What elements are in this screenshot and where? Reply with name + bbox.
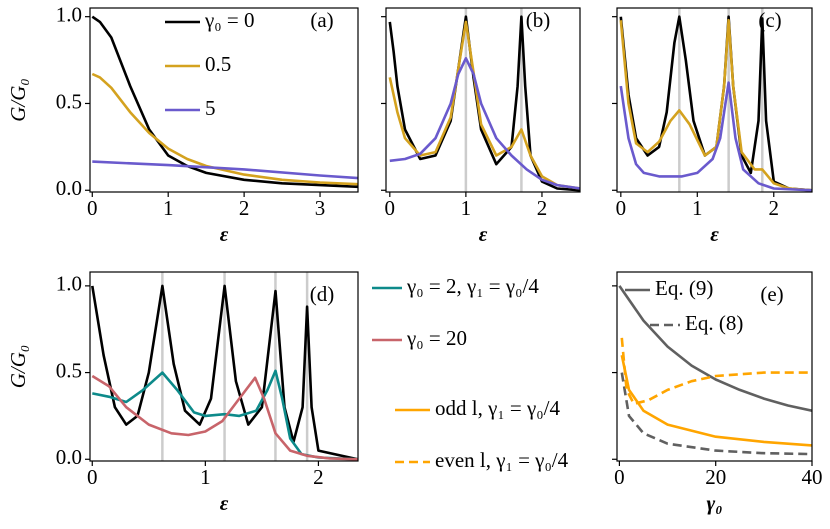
- panel-label: (c): [758, 8, 781, 32]
- x-tick-label: 0: [385, 196, 396, 220]
- x-tick-label: 2: [769, 196, 780, 220]
- line-series: [618, 285, 812, 412]
- legend-label: even l, γ₁ = γ₀/4: [435, 448, 569, 472]
- y-tick-label: 1.0: [56, 2, 82, 26]
- line-series: [91, 284, 358, 461]
- plot-frame: [89, 271, 359, 462]
- line-series: [92, 369, 358, 461]
- x-tick-label: 2: [313, 465, 324, 489]
- x-axis-label: ε: [710, 222, 719, 246]
- line-series: [91, 374, 358, 461]
- x-tick-label: 0: [616, 196, 627, 220]
- x-tick-label: 1: [163, 196, 174, 220]
- x-tick-label: 0: [614, 465, 625, 489]
- x-tick-label: 2: [537, 196, 548, 220]
- legend-label: γ₀ = 20: [406, 326, 467, 350]
- legend-label: 5: [205, 96, 216, 120]
- y-tick-label: 1.0: [56, 272, 82, 296]
- x-tick-label: 0: [87, 196, 98, 220]
- legend-label: γ₀ = 2, γ₁ = γ₀/4: [406, 274, 539, 298]
- plot-frame: [616, 7, 813, 193]
- panel-label: (a): [310, 8, 333, 32]
- line-series: [389, 57, 580, 190]
- line-series: [620, 354, 812, 447]
- legend-label: odd l, γ₁ = γ₀/4: [435, 396, 560, 420]
- plot-frame: [616, 271, 813, 462]
- line-series: [619, 18, 812, 192]
- y-tick-label: 0.5: [56, 89, 82, 113]
- line-series: [619, 15, 812, 192]
- x-axis-label: γ₀: [706, 491, 722, 515]
- x-tick-label: 40: [802, 465, 823, 489]
- line-series: [620, 372, 812, 456]
- y-axis-label: G/G₀: [6, 345, 30, 388]
- x-tick-label: 1: [461, 196, 472, 220]
- x-tick-label: 1: [200, 465, 211, 489]
- panel-label: (d): [310, 282, 335, 306]
- line-series: [388, 15, 580, 192]
- legend-label: 0.5: [205, 52, 231, 76]
- x-axis-label: ε: [479, 222, 488, 246]
- x-tick-label: 3: [315, 196, 326, 220]
- legend-label: Eq. (8): [685, 311, 743, 335]
- line-series: [92, 160, 358, 180]
- y-tick-label: 0.0: [56, 445, 82, 469]
- y-tick-label: 0.0: [56, 176, 82, 200]
- line-series: [91, 72, 358, 186]
- x-axis-label: ε: [220, 491, 229, 515]
- plot-frame: [89, 7, 359, 193]
- line-series: [388, 20, 580, 190]
- line-series: [619, 81, 812, 192]
- line-series: [91, 15, 358, 189]
- line-series: [620, 337, 812, 406]
- x-tick-label: 20: [705, 465, 726, 489]
- y-axis-label: G/G₀: [6, 78, 30, 121]
- legend-label: Eq. (9): [655, 276, 713, 300]
- plot-frame: [385, 7, 581, 193]
- x-axis-label: ε: [220, 222, 229, 246]
- x-tick-label: 2: [239, 196, 250, 220]
- x-tick-label: 1: [692, 196, 703, 220]
- legend-label: γ₀ = 0: [204, 8, 254, 32]
- y-tick-label: 0.5: [56, 358, 82, 382]
- x-tick-label: 0: [87, 465, 98, 489]
- panel-label: (e): [760, 282, 783, 306]
- panel-label: (b): [526, 8, 551, 32]
